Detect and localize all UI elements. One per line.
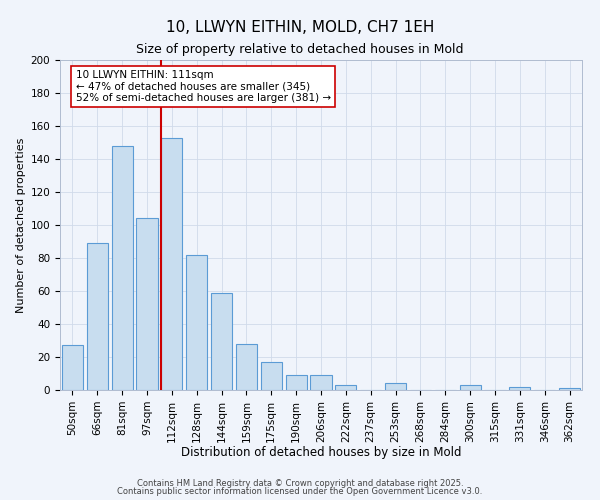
Bar (559, 388, 580, 390)
Bar (186, 254, 207, 390)
Bar (286, 375, 307, 390)
Text: Size of property relative to detached houses in Mold: Size of property relative to detached ho… (136, 42, 464, 56)
Text: Contains HM Land Registry data © Crown copyright and database right 2025.: Contains HM Land Registry data © Crown c… (137, 478, 463, 488)
X-axis label: Distribution of detached houses by size in Mold: Distribution of detached houses by size … (181, 446, 461, 459)
Bar (211, 292, 232, 390)
Text: 10, LLWYN EITHIN, MOLD, CH7 1EH: 10, LLWYN EITHIN, MOLD, CH7 1EH (166, 20, 434, 35)
Bar (112, 146, 133, 390)
Bar (87, 243, 108, 390)
Bar (385, 384, 406, 390)
Bar (335, 385, 356, 390)
Bar (136, 218, 158, 390)
Text: 10 LLWYN EITHIN: 111sqm
← 47% of detached houses are smaller (345)
52% of semi-d: 10 LLWYN EITHIN: 111sqm ← 47% of detache… (76, 70, 331, 103)
Bar (161, 138, 182, 390)
Y-axis label: Number of detached properties: Number of detached properties (16, 138, 26, 312)
Bar (62, 346, 83, 390)
Bar (236, 344, 257, 390)
Text: Contains public sector information licensed under the Open Government Licence v3: Contains public sector information licen… (118, 487, 482, 496)
Bar (310, 375, 332, 390)
Bar (509, 386, 530, 390)
Bar (261, 362, 282, 390)
Bar (460, 385, 481, 390)
